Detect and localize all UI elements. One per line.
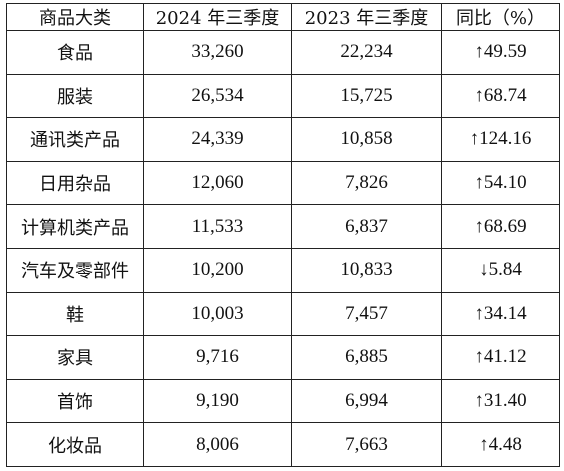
q3-2023-cell: 6,885	[291, 335, 442, 380]
q3-2023-cell: 7,457	[291, 291, 442, 337]
header-yoy: 同比（%）	[441, 3, 560, 31]
table-row: 化妆品 8,006 7,663 ↑4.48	[6, 422, 560, 467]
category-cell: 鞋	[6, 291, 144, 337]
category-cell: 汽车及零部件	[6, 247, 144, 293]
q3-2023-cell: 15,725	[291, 73, 442, 119]
table-row: 计算机类产品 11,533 6,837 ↑68.69	[6, 204, 560, 249]
q3-2024-cell: 10,200	[143, 247, 292, 293]
table-row: 服装 26,534 15,725 ↑68.74	[6, 73, 560, 119]
category-cell: 食品	[6, 30, 144, 75]
sales-comparison-table: 商品大类 2024 年三季度 2023 年三季度 同比（%） 食品 33,260…	[6, 3, 560, 467]
q3-2023-cell: 10,858	[291, 117, 442, 162]
header-q3-2023: 2023 年三季度	[291, 3, 442, 31]
q3-2024-cell: 33,260	[143, 30, 292, 75]
q3-2024-cell: 10,003	[143, 291, 292, 337]
table-header-row: 商品大类 2024 年三季度 2023 年三季度 同比（%）	[6, 3, 560, 31]
yoy-cell: ↑34.14	[441, 291, 560, 337]
q3-2023-cell: 7,663	[291, 422, 442, 467]
yoy-cell: ↑68.69	[441, 204, 560, 249]
yoy-cell: ↑4.48	[441, 422, 560, 467]
yoy-cell: ↑31.40	[441, 378, 560, 424]
q3-2023-cell: 7,826	[291, 160, 442, 206]
q3-2024-cell: 8,006	[143, 422, 292, 467]
table-row: 汽车及零部件 10,200 10,833 ↓5.84	[6, 247, 560, 293]
table-row: 家具 9,716 6,885 ↑41.12	[6, 335, 560, 380]
q3-2024-cell: 26,534	[143, 73, 292, 119]
category-cell: 首饰	[6, 378, 144, 424]
q3-2023-cell: 10,833	[291, 247, 442, 293]
q3-2023-cell: 6,994	[291, 378, 442, 424]
category-cell: 日用杂品	[6, 160, 144, 206]
yoy-cell: ↑68.74	[441, 73, 560, 119]
q3-2024-cell: 24,339	[143, 117, 292, 162]
table-row: 通讯类产品 24,339 10,858 ↑124.16	[6, 117, 560, 162]
header-category: 商品大类	[6, 3, 144, 31]
category-cell: 计算机类产品	[6, 204, 144, 249]
yoy-cell: ↑41.12	[441, 335, 560, 380]
yoy-cell: ↓5.84	[441, 247, 560, 293]
yoy-cell: ↑49.59	[441, 30, 560, 75]
q3-2023-cell: 6,837	[291, 204, 442, 249]
category-cell: 通讯类产品	[6, 117, 144, 162]
q3-2023-cell: 22,234	[291, 30, 442, 75]
category-cell: 服装	[6, 73, 144, 119]
q3-2024-cell: 9,716	[143, 335, 292, 380]
q3-2024-cell: 11,533	[143, 204, 292, 249]
q3-2024-cell: 9,190	[143, 378, 292, 424]
yoy-cell: ↑124.16	[441, 117, 560, 162]
header-q3-2024: 2024 年三季度	[143, 3, 292, 31]
table-row: 首饰 9,190 6,994 ↑31.40	[6, 378, 560, 424]
category-cell: 化妆品	[6, 422, 144, 467]
yoy-cell: ↑54.10	[441, 160, 560, 206]
table-row: 鞋 10,003 7,457 ↑34.14	[6, 291, 560, 337]
category-cell: 家具	[6, 335, 144, 380]
table-row: 食品 33,260 22,234 ↑49.59	[6, 30, 560, 75]
q3-2024-cell: 12,060	[143, 160, 292, 206]
table-row: 日用杂品 12,060 7,826 ↑54.10	[6, 160, 560, 206]
